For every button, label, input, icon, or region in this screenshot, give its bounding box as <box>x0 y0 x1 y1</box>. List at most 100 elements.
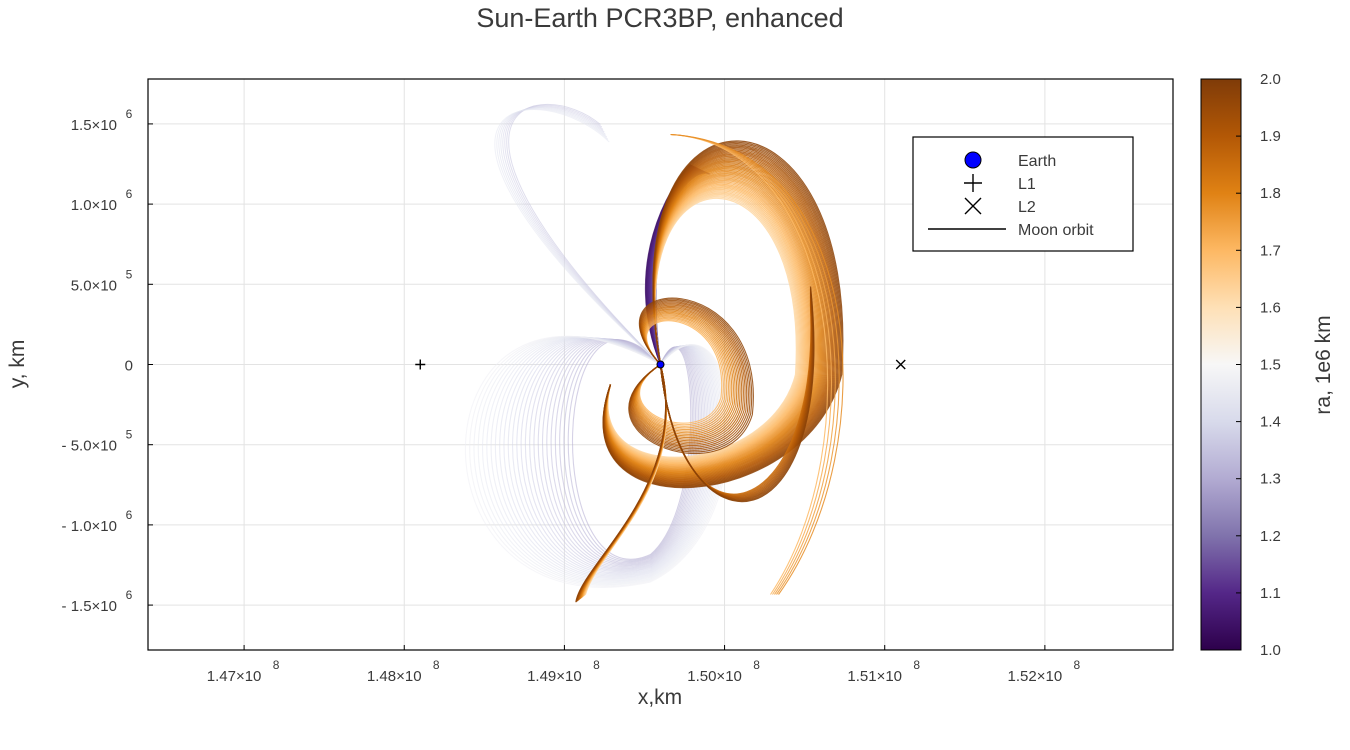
colorbar-tick-label-5: 1.5 <box>1260 357 1281 374</box>
colorbar-ticks: 1.0 1.1 1.2 1.3 1.4 1.5 1.6 1.7 1.8 1.9 2.0 <box>1236 71 1281 659</box>
orange-inner-rings-path <box>636 314 731 432</box>
purple-outer-loops-path <box>503 337 717 578</box>
orange-inner-rings-path <box>634 310 736 437</box>
x-tick-exponent-4: 8 <box>913 658 920 672</box>
y-tick-label-3: 0 <box>125 358 133 375</box>
legend-label-moon-orbit: Moon orbit <box>1018 222 1094 239</box>
orange-inner-rings-path <box>630 301 749 450</box>
legend: Earth L1 L2 Moon orbit <box>912 136 1134 252</box>
orange-inner-rings-path <box>635 311 734 435</box>
legend-box <box>912 136 1134 252</box>
y-tick-label-0: 1.5×10 <box>71 117 117 134</box>
purple-outer-loops-path <box>533 338 706 570</box>
colorbar-tick-label-10: 2.0 <box>1260 71 1281 88</box>
y-tick-exponent-4: 5 <box>126 428 133 442</box>
purple-outer-loops-path <box>511 337 714 576</box>
orange-main-loops-path <box>607 195 800 460</box>
x-tick-label-0: 1.47×10 <box>207 668 262 685</box>
y-tick-label-2: 5.0×10 <box>71 277 117 294</box>
legend-plus-marker <box>964 174 982 192</box>
x-tick-label-4: 1.51×10 <box>847 668 902 685</box>
y-axis-label: y, km <box>6 340 29 389</box>
orange-inner-rings-path <box>635 313 733 434</box>
y-tick-label-5: - 1.0×10 <box>62 518 117 535</box>
orange-inner-rings-path <box>631 304 744 445</box>
orange-main-loops-path <box>602 140 844 489</box>
x-tick-exponent-5: 8 <box>1074 658 1081 672</box>
orange-main-loops-path <box>604 160 827 478</box>
purple-upper-arcs-path <box>500 107 661 365</box>
orange-inner-rings-path <box>632 305 743 443</box>
orange-inner-rings-path <box>632 307 741 442</box>
orange-inner-rings-path <box>629 298 753 453</box>
brown-lower-loops <box>659 286 815 503</box>
orange-inner-rings <box>628 297 754 455</box>
purple-upper-arcs-path <box>496 108 661 365</box>
orange-lower-tail-path <box>575 364 667 603</box>
purple-upper-arcs <box>494 103 661 365</box>
orange-right-arcs <box>670 133 844 595</box>
orange-inner-rings-path <box>633 308 739 440</box>
orange-main-loops-path <box>607 191 803 462</box>
x-tick-label-2: 1.49×10 <box>527 668 582 685</box>
purple-outer-loops-path <box>524 337 709 573</box>
colorbar-tick-label-3: 1.3 <box>1260 471 1281 488</box>
orange-main-loops-path <box>606 188 805 463</box>
orange-main-loops-path <box>603 149 837 484</box>
purple-upper-arcs-path <box>504 105 661 365</box>
colorbar-tick-label-0: 1.0 <box>1260 642 1281 659</box>
purple-outer-loops-path <box>542 338 703 568</box>
purple-outer-loops-path <box>507 337 715 577</box>
orange-inner-rings-path <box>630 302 748 448</box>
purple-outer-loops-path <box>516 337 712 575</box>
x-axis-ticks: 1.47×10 8 1.48×10 8 1.49×10 8 1.50×10 8 1.51×10 8… <box>207 645 1081 685</box>
orange-main-loops-path <box>607 192 802 461</box>
orange-main-loops-path <box>607 196 798 459</box>
orange-inner-rings-path <box>628 297 754 455</box>
orange-main-loops-path <box>604 158 829 479</box>
orange-main-loops-path <box>606 190 804 462</box>
colorbar-tick-label-4: 1.4 <box>1260 414 1281 431</box>
y-tick-exponent-5: 6 <box>126 508 133 522</box>
colorbar: 1.0 1.1 1.2 1.3 1.4 1.5 1.6 1.7 1.8 1.9 2.0 ra, 1e… <box>1200 71 1335 659</box>
y-axis-ticks: 1.5×10 6 1.0×10 6 5.0×10 5 0 - 5.0×10 5 - 1.0×10 6… <box>62 107 153 615</box>
purple-outer-loops-path <box>559 338 696 564</box>
x-tick-label-1: 1.48×10 <box>367 668 422 685</box>
orange-lower-tail <box>575 364 668 603</box>
orange-main-loops-path <box>604 164 824 476</box>
orange-main-loops-path <box>604 162 826 477</box>
orange-right-arcs-path <box>670 133 844 595</box>
orange-main-loops-path <box>603 151 835 483</box>
orange-right-arcs-path <box>670 133 829 595</box>
orange-main-loops-path <box>602 141 843 488</box>
x-tick-label-3: 1.50×10 <box>687 668 742 685</box>
orange-main-loops-path <box>606 183 809 466</box>
purple-upper-arcs-path <box>502 106 661 365</box>
colorbar-tick-label-9: 1.9 <box>1260 128 1281 145</box>
y-tick-exponent-2: 5 <box>126 267 133 281</box>
purple-outer-loops-path <box>572 339 692 560</box>
orange-main-loops-path <box>606 185 808 465</box>
colorbar-tick-label-6: 1.6 <box>1260 299 1281 316</box>
purple-outer-loops-path <box>554 338 698 565</box>
purple-outer-loops-path <box>529 337 707 572</box>
orange-right-arcs-path <box>670 133 836 595</box>
purple-outer-loops-path <box>563 339 695 562</box>
purple-upper-arcs-path <box>494 109 661 365</box>
colorbar-tick-label-7: 1.7 <box>1260 242 1281 259</box>
orange-inner-rings-path <box>636 315 729 431</box>
legend-x-marker <box>964 197 982 215</box>
orange-right-arcs-path <box>670 133 833 595</box>
l1-marker <box>415 359 426 370</box>
orange-main-loops-path <box>607 193 801 460</box>
orange-inner-rings-path <box>637 317 726 427</box>
y-tick-label-6: - 1.5×10 <box>62 598 117 615</box>
orange-inner-rings-path <box>631 303 746 447</box>
x-tick-label-5: 1.52×10 <box>1008 668 1063 685</box>
colorbar-tick-label-2: 1.2 <box>1260 528 1281 545</box>
orange-inner-rings-path <box>629 299 751 451</box>
orange-main-loops-path <box>606 181 811 467</box>
y-tick-label-4: - 5.0×10 <box>62 438 117 455</box>
legend-label-l2: L2 <box>1018 199 1036 216</box>
orange-inner-rings-path <box>633 309 738 439</box>
